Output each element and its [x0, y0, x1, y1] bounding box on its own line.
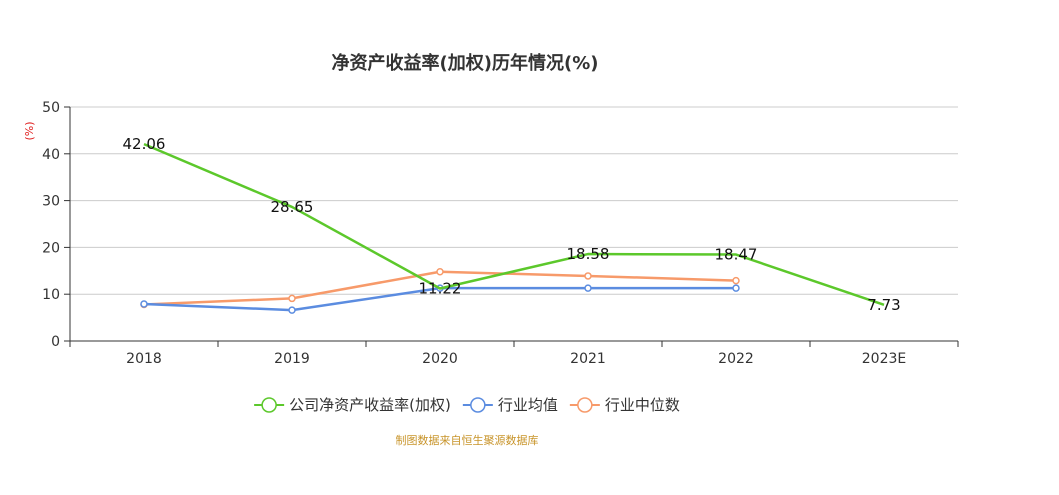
axes: 0 10 20 30 40 50 2018 2019 2020 2021 2022 2023E [42, 100, 959, 367]
series-point [140, 300, 148, 308]
legend-item[interactable]: 行业均值 [462, 396, 558, 414]
data-label: 11.22 [419, 279, 462, 297]
y-tick-label: 50 [42, 100, 60, 116]
legend: 公司净资产收益率(加权) 行业均值 行业中位数 [254, 396, 680, 414]
y-axis-label: (%) [23, 121, 36, 140]
data-label: 7.73 [867, 296, 900, 314]
series-point [288, 306, 296, 314]
data-labels: 42.06 28.65 11.22 18.58 18.47 7.73 [123, 135, 901, 314]
series-layer [140, 143, 885, 314]
y-tick-label: 30 [42, 194, 60, 210]
data-label: 18.58 [567, 245, 610, 263]
legend-label: 行业均值 [498, 396, 558, 414]
series-line [143, 143, 885, 307]
legend-label: 公司净资产收益率(加权) [289, 396, 451, 414]
x-tick-label: 2021 [570, 351, 606, 367]
series-point [584, 284, 592, 292]
x-tick-label: 2018 [126, 351, 162, 367]
x-tick-label: 2023E [862, 351, 906, 367]
x-tick-label: 2020 [422, 351, 458, 367]
legend-item[interactable]: 行业中位数 [569, 396, 680, 414]
legend-circle-icon [261, 397, 277, 413]
legend-item[interactable]: 公司净资产收益率(加权) [254, 396, 451, 414]
y-tick-label: 10 [42, 287, 60, 303]
y-tick-label: 0 [51, 334, 60, 350]
y-tick-label: 40 [42, 147, 60, 163]
y-tick-label: 20 [42, 240, 60, 256]
series-point [436, 267, 444, 276]
chart-title: 净资产收益率(加权)历年情况(%) [332, 52, 599, 74]
x-tick-label: 2022 [718, 351, 754, 367]
legend-circle-icon [470, 397, 486, 413]
data-label: 18.47 [715, 246, 758, 264]
grid-lines [70, 106, 958, 295]
legend-circle-icon [577, 397, 593, 413]
data-label: 28.65 [271, 198, 314, 216]
x-tick-label: 2019 [274, 351, 310, 367]
series-point [732, 276, 740, 285]
series-point [584, 272, 592, 280]
source-note: 制图数据来自恒生聚源数据库 [396, 433, 539, 447]
data-label: 42.06 [123, 135, 166, 153]
series-point [288, 294, 296, 303]
series-point [732, 284, 740, 292]
legend-label: 行业中位数 [605, 396, 680, 414]
